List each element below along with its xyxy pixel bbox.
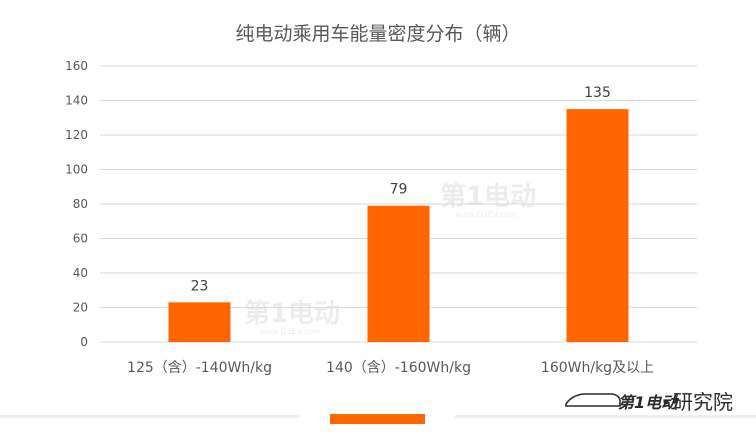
y-tick-label: 140 — [65, 94, 88, 108]
footer-divider-right — [455, 415, 756, 418]
y-tick-label: 100 — [65, 163, 88, 177]
car-icon — [565, 393, 621, 407]
watermark-upper: 第1电动 www.D1EV.com — [440, 181, 536, 219]
data-label: 23 — [191, 278, 209, 294]
y-tick-label: 60 — [73, 232, 88, 246]
x-category-label: 140（含）-160Wh/kg — [326, 360, 471, 376]
bottom-decoration — [0, 414, 756, 424]
y-tick-label: 40 — [73, 266, 88, 280]
chart-title: 纯电动乘用车能量密度分布（辆） — [235, 23, 520, 45]
bar — [566, 109, 629, 342]
y-tick-label: 20 — [73, 301, 88, 315]
x-axis-labels: 125（含）-140Wh/kg 140（含）-160Wh/kg 160Wh/kg及以… — [127, 360, 654, 376]
y-tick-label: 160 — [65, 59, 88, 73]
watermark-domain: www.D1EV.com — [259, 327, 321, 336]
bar — [168, 302, 231, 342]
bars — [168, 109, 629, 342]
y-tick-label: 120 — [65, 128, 88, 142]
x-category-label: 160Wh/kg及以上 — [541, 360, 654, 376]
separator-dot-icon — [663, 399, 669, 405]
x-category-label: 125（含）-140Wh/kg — [127, 360, 272, 376]
footer-logo: 第1电动 研究院 — [565, 390, 733, 414]
data-labels: 23 79 135 — [191, 85, 611, 294]
y-tick-label: 80 — [73, 197, 88, 211]
y-axis-ticks: 0 20 40 60 80 100 120 140 160 — [65, 59, 88, 349]
data-label: 135 — [584, 85, 611, 101]
bar — [367, 205, 430, 342]
footer-divider-left — [0, 415, 300, 418]
data-label: 79 — [390, 182, 408, 198]
footer-suffix: 研究院 — [673, 390, 733, 414]
y-tick-label: 0 — [80, 335, 88, 349]
footer-accent-bar — [330, 414, 425, 424]
watermark-lower: 第1电动 www.D1EV.com — [244, 298, 340, 336]
watermark-brand: 第1电动 — [244, 298, 340, 329]
footer-brand: 第1电动 — [618, 393, 679, 412]
watermark-domain: www.D1EV.com — [455, 210, 517, 219]
watermark-brand: 第1电动 — [440, 181, 536, 212]
